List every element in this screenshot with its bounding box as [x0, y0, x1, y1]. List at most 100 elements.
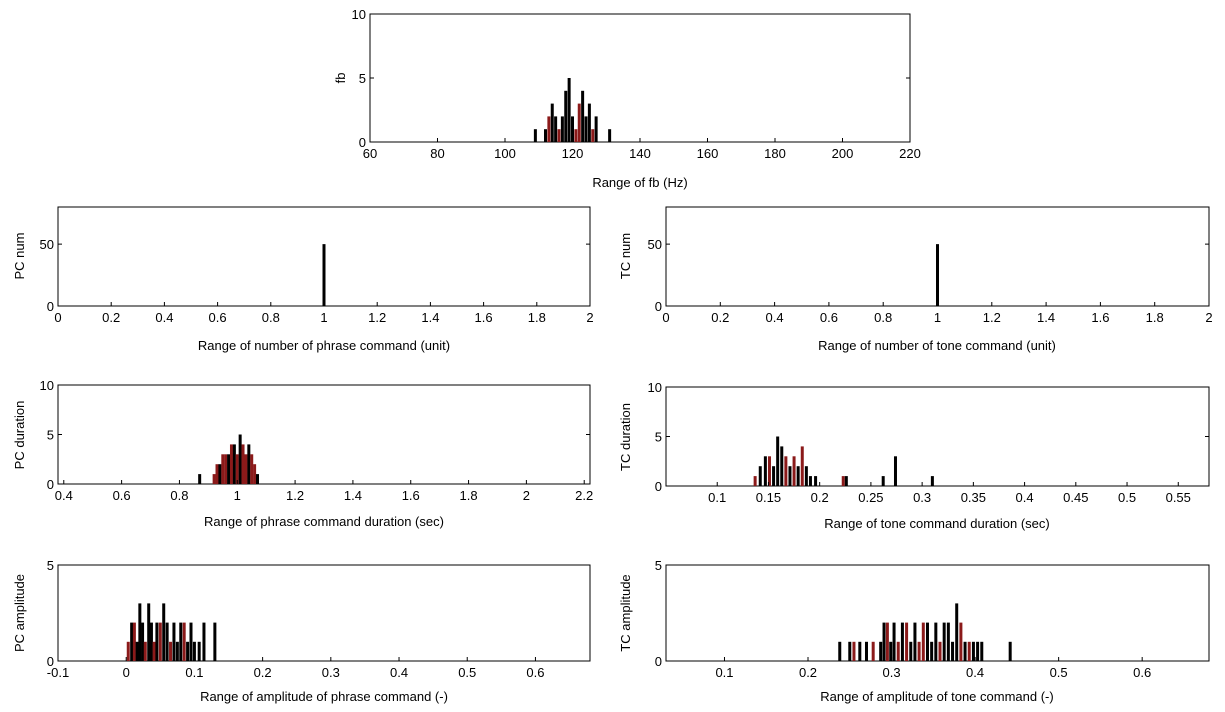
histogram-bar	[804, 466, 808, 486]
x-tick-label: 0.6	[113, 488, 131, 503]
histogram-bar	[147, 603, 151, 661]
histogram-bar	[192, 641, 196, 661]
x-tick-group: 0.4 0.6 0.8 1 1.2 1.4 1.6 1.8 2 2.2	[55, 480, 593, 503]
histogram-bar	[182, 622, 186, 661]
y-tick-label: 0	[47, 654, 54, 669]
bar-group	[198, 434, 259, 484]
histogram-bar	[198, 474, 202, 484]
x-tick-label: 60	[363, 146, 377, 161]
histogram-bar	[244, 454, 248, 484]
histogram-bar	[814, 476, 818, 486]
histogram-bar	[608, 129, 612, 142]
histogram-bar	[584, 116, 588, 142]
histogram-bar	[930, 476, 934, 486]
histogram-bar	[980, 641, 984, 661]
y-tick-label: 0	[359, 135, 366, 150]
histogram-bar	[796, 466, 800, 486]
histogram-bar	[1008, 641, 1012, 661]
x-tick-label: 0.8	[170, 488, 188, 503]
bar-group	[936, 244, 939, 307]
x-tick-label: 0.1	[185, 665, 203, 680]
x-tick-label: 80	[430, 146, 444, 161]
x-tick-label: 2	[586, 310, 593, 325]
histogram-bar	[574, 129, 578, 142]
y-axis-label: TC duration	[618, 403, 633, 471]
histogram-bar	[844, 476, 848, 486]
histogram-bar	[871, 641, 875, 661]
x-tick-label: 0	[123, 665, 130, 680]
x-tick-label: 0.2	[799, 665, 817, 680]
x-tick-label: 1.8	[528, 310, 546, 325]
x-tick-label: 0.35	[961, 490, 986, 505]
bar-group	[533, 78, 612, 142]
x-tick-label: 0.6	[209, 310, 227, 325]
x-tick-label: 0.3	[913, 490, 931, 505]
x-tick-label: 1.4	[1037, 310, 1055, 325]
histogram-bar	[885, 622, 889, 661]
y-tick-label: 0	[655, 479, 662, 494]
x-tick-label: 1.4	[421, 310, 439, 325]
x-tick-label: 1.6	[1091, 310, 1109, 325]
y-axis-label: PC duration	[12, 401, 27, 470]
x-tick-group: 0.1 0.2 0.3 0.4 0.5 0.6	[715, 657, 1151, 680]
histogram-bar	[533, 129, 537, 142]
histogram-bar	[179, 622, 183, 661]
histogram-bar	[841, 476, 845, 486]
histogram-bar	[221, 454, 225, 484]
x-tick-label: 1.6	[402, 488, 420, 503]
histogram-bar	[780, 446, 784, 486]
histogram-bar	[934, 622, 938, 661]
histogram-bar	[149, 622, 153, 661]
x-tick-label: 200	[832, 146, 854, 161]
histogram-bar	[577, 103, 581, 142]
y-tick-label: 10	[40, 378, 54, 393]
bar-group	[838, 603, 1012, 661]
y-tick-label: 50	[40, 237, 54, 252]
axes-frame	[665, 564, 1210, 662]
y-tick-label: 10	[352, 7, 366, 22]
x-tick-label: 1.2	[368, 310, 386, 325]
x-tick-label: 0	[54, 310, 61, 325]
histogram-bar	[186, 641, 190, 661]
histogram-bar	[232, 444, 236, 484]
histogram-bar	[152, 641, 156, 661]
x-tick-label: 1.8	[1146, 310, 1164, 325]
histogram-bar	[130, 622, 134, 661]
y-tick-group: 0 5 10	[352, 7, 910, 150]
bar-group	[753, 436, 934, 486]
histogram-bar	[955, 603, 959, 661]
histogram-bar	[591, 129, 595, 142]
y-tick-group: 0 5 10	[40, 378, 590, 492]
histogram-bar	[881, 476, 885, 486]
x-tick-label: 2	[1205, 310, 1212, 325]
y-tick-label: 5	[47, 558, 54, 573]
histogram-bar	[767, 456, 771, 486]
histogram-bar	[135, 641, 139, 661]
histogram-bar	[848, 641, 852, 661]
histogram-bar	[784, 456, 788, 486]
histogram-bar	[921, 622, 925, 661]
histogram-bar	[772, 466, 776, 486]
histogram-bar	[858, 641, 862, 661]
x-tick-label: 0.6	[526, 665, 544, 680]
histogram-bar	[256, 474, 259, 484]
x-tick-label: 2.2	[575, 488, 593, 503]
x-tick-group: 0 0.2 0.4 0.6 0.8 1 1.2 1.4 1.6 1.8 2	[662, 302, 1213, 325]
x-tick-group: 60 80 100 120 140 160 180 200 220	[363, 138, 921, 161]
x-tick-label: 0.4	[155, 310, 173, 325]
histogram-bar	[788, 466, 792, 486]
x-tick-label: 100	[494, 146, 516, 161]
x-tick-label: 1.4	[344, 488, 362, 503]
y-tick-group: 05	[47, 558, 590, 669]
histogram-bar	[544, 129, 547, 142]
y-tick-label: 5	[47, 428, 54, 443]
x-tick-label: 0.4	[966, 665, 984, 680]
x-tick-label: 2	[523, 488, 530, 503]
histogram-bar	[212, 474, 216, 484]
x-tick-label: 160	[697, 146, 719, 161]
histogram-bar	[889, 641, 893, 661]
histogram-bar	[322, 244, 326, 307]
y-tick-label: 5	[655, 430, 662, 445]
x-tick-label: 1	[234, 488, 241, 503]
x-tick-label: 0.4	[766, 310, 784, 325]
